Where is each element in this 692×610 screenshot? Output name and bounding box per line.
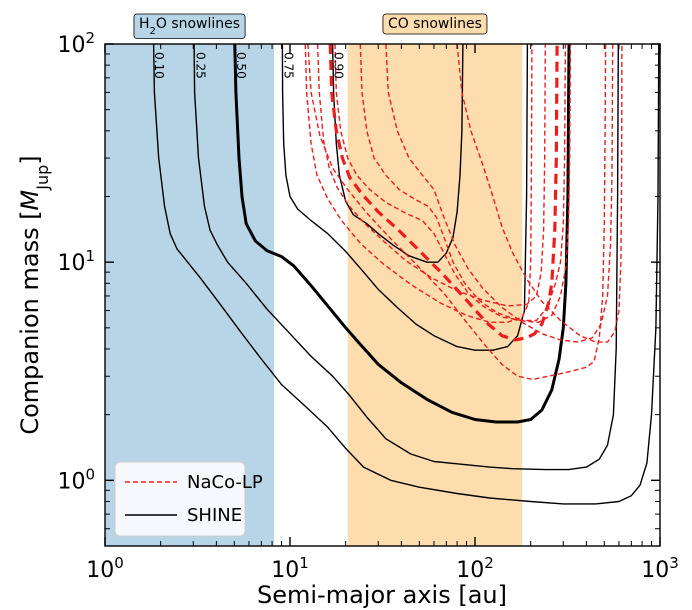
- contour-label-075: 0.75: [281, 52, 295, 79]
- contour-label-010: 0.10: [152, 52, 166, 79]
- series-naco-lp-7: [328, 44, 559, 342]
- tick-labels: 100 101 102 103 100 101 102: [57, 29, 678, 583]
- series-naco-lp-11: [385, 44, 614, 343]
- y-tick-label: 100: [57, 465, 95, 494]
- contour-label-090: 0.90: [332, 52, 346, 79]
- y-axis-label: Companion mass [MJup]: [16, 155, 52, 434]
- series-naco-lp-8: [334, 44, 567, 322]
- series-shine-1: [193, 44, 619, 471]
- region-co: [347, 44, 523, 546]
- legend-label-shine: SHINE: [187, 505, 242, 526]
- series-naco-lp-10: [307, 44, 607, 381]
- contour-label-025: 0.25: [194, 52, 208, 79]
- series-shine-2: [233, 44, 571, 424]
- x-tick-label: 101: [271, 554, 309, 583]
- region-labels: H2O snowlines CO snowlines: [133, 13, 488, 39]
- series-shine-0: [152, 44, 660, 505]
- region-label-box-co: [382, 13, 488, 35]
- series-shine-4: [331, 44, 464, 263]
- series-naco-lp-9: [359, 44, 572, 323]
- contour-labels: 0.10 0.25 0.50 0.75 0.90: [152, 52, 346, 79]
- series-naco-lp-6: [316, 44, 546, 307]
- axis-ticks: [104, 43, 661, 547]
- series-shine-3: [281, 44, 529, 351]
- y-tick-label: 101: [57, 247, 95, 276]
- legend: NaCo-LP SHINE: [114, 461, 263, 537]
- series-group: [152, 44, 660, 505]
- series-naco-lp-12: [456, 44, 623, 343]
- plot-frame: [104, 43, 661, 547]
- region-label-co: CO snowlines: [388, 16, 482, 32]
- x-axis-label: Semi-major axis [au]: [257, 581, 507, 609]
- region-label-box-h2o: [133, 13, 246, 39]
- x-tick-label: 103: [641, 554, 679, 583]
- region-label-h2o: H2O snowlines: [139, 16, 240, 37]
- y-tick-label: 102: [57, 29, 95, 58]
- legend-label-naco: NaCo-LP: [187, 472, 263, 493]
- legend-frame: [114, 461, 246, 537]
- contour-label-050: 0.50: [234, 52, 248, 79]
- x-tick-label: 100: [86, 554, 124, 583]
- x-tick-label: 102: [456, 554, 494, 583]
